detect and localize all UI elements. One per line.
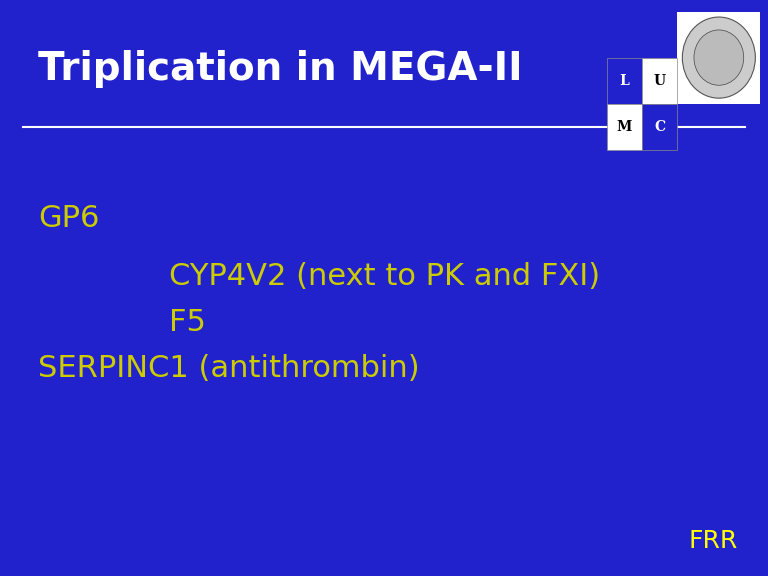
Text: L: L (620, 74, 629, 88)
Bar (642, 104, 677, 150)
Text: CYP4V2 (next to PK and FXI): CYP4V2 (next to PK and FXI) (169, 262, 600, 291)
Text: F5: F5 (169, 308, 206, 337)
Bar (677, 12, 760, 104)
Text: GP6: GP6 (38, 204, 100, 233)
Text: FRR: FRR (688, 529, 737, 553)
Bar (607, 58, 642, 104)
Text: U: U (654, 74, 666, 88)
Text: Triplication in MEGA-II: Triplication in MEGA-II (38, 50, 523, 88)
Bar (607, 104, 642, 150)
Text: C: C (654, 120, 665, 134)
Bar (642, 58, 677, 104)
Text: M: M (617, 120, 632, 134)
Text: SERPINC1 (antithrombin): SERPINC1 (antithrombin) (38, 354, 420, 383)
Ellipse shape (694, 30, 743, 85)
Ellipse shape (682, 17, 756, 98)
